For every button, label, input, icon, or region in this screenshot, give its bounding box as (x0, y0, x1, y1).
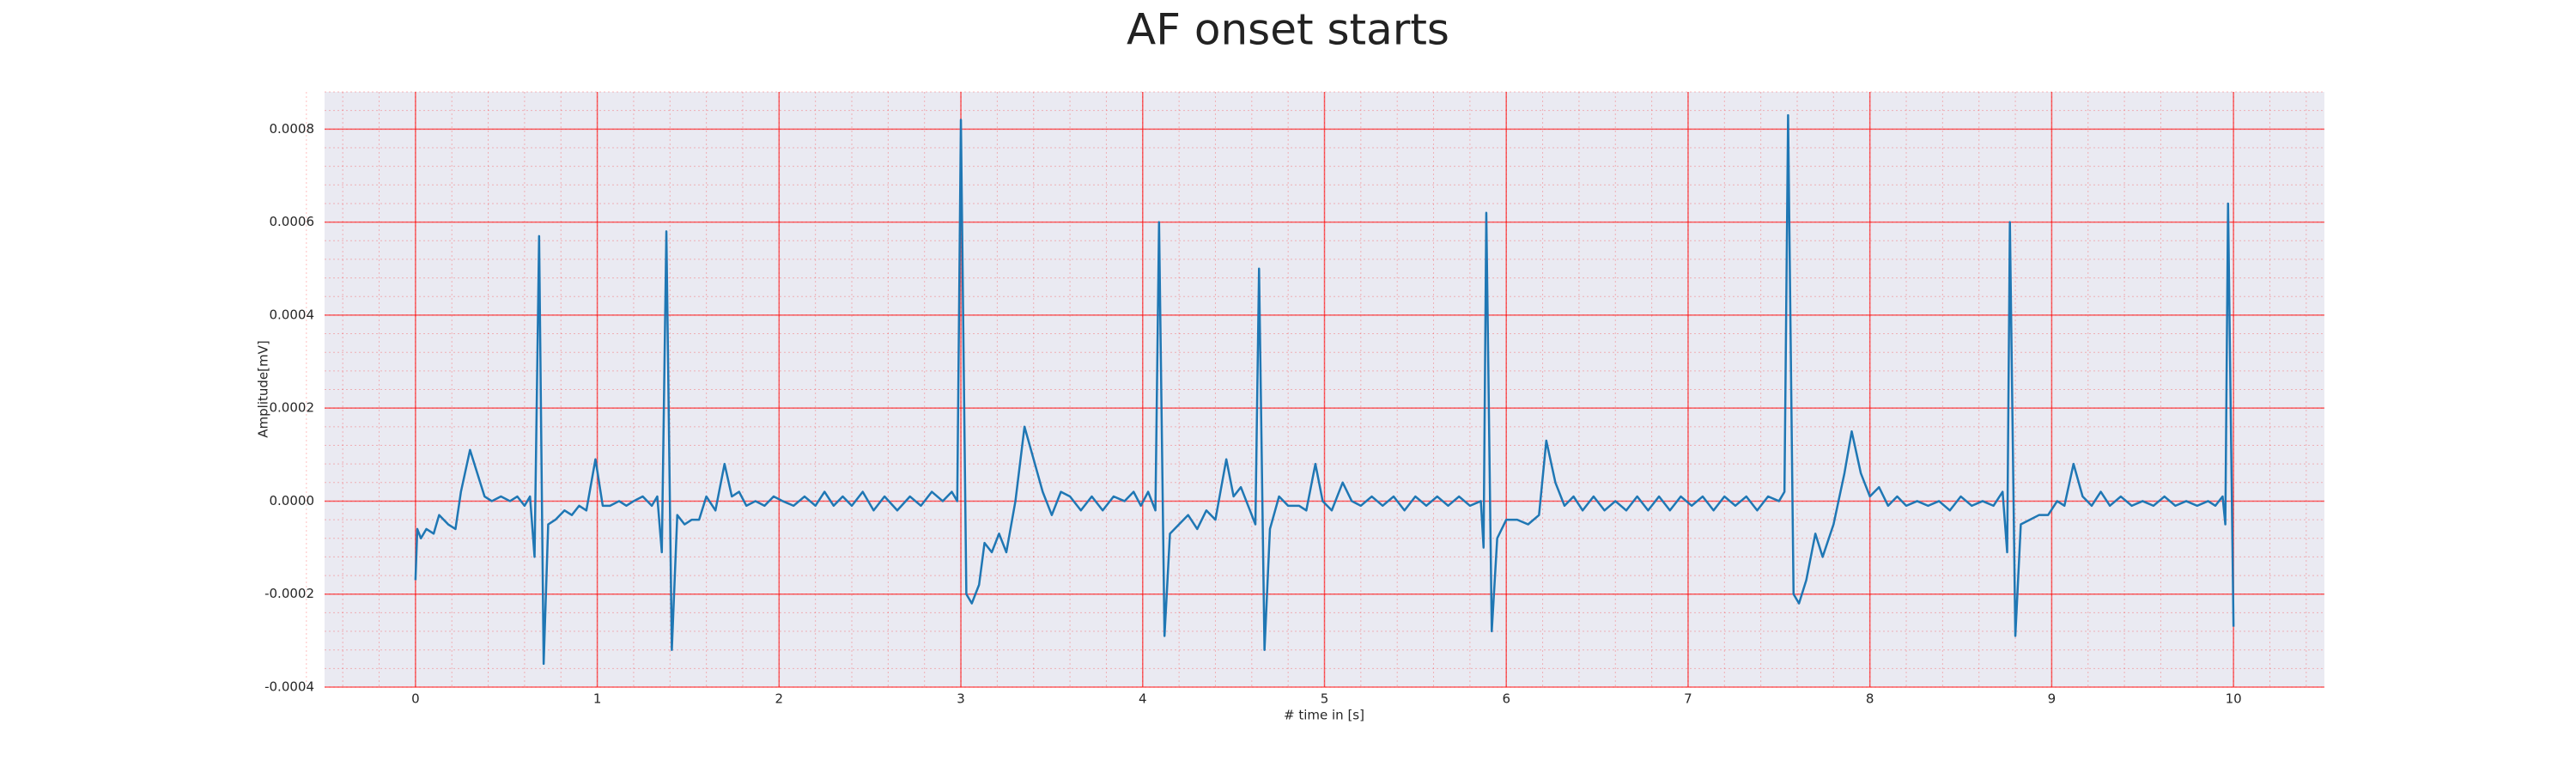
x-tick-label: 7 (1684, 691, 1692, 707)
y-tick-label: 0.0004 (270, 307, 315, 322)
y-tick-label: 0.0008 (270, 121, 315, 137)
x-tick-label: 6 (1502, 691, 1510, 707)
x-tick-label: 10 (2226, 691, 2242, 707)
y-axis-label: Amplitude[mV] (256, 340, 271, 437)
x-tick-label: 1 (593, 691, 602, 707)
x-tick-label: 2 (775, 691, 784, 707)
x-tick-label: 3 (957, 691, 965, 707)
x-tick-label: 8 (1866, 691, 1874, 707)
y-tick-label: 0.0002 (270, 400, 315, 416)
x-axis-label: # time in [s] (1284, 708, 1364, 723)
y-tick-label: 0.0000 (270, 493, 315, 508)
line-series (414, 113, 2235, 666)
x-tick-label: 0 (411, 691, 420, 707)
x-tick-label: 5 (1321, 691, 1329, 707)
y-tick-label: 0.0006 (270, 214, 315, 229)
x-tick-label: 4 (1139, 691, 1147, 707)
y-tick-label: -0.0004 (264, 679, 314, 695)
y-tick-label: -0.0002 (264, 586, 314, 601)
x-tick-label: 9 (2048, 691, 2057, 707)
chart-title: AF onset starts (1127, 5, 1449, 55)
